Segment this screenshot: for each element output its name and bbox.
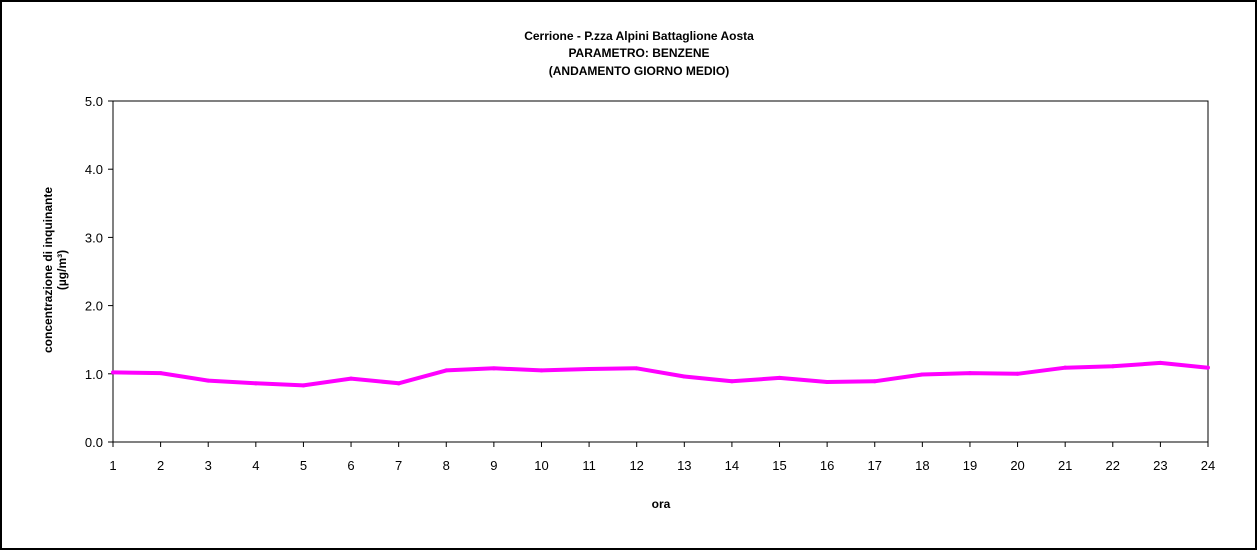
- y-tick-label: 5.0: [85, 94, 103, 109]
- data-point: [967, 371, 972, 376]
- x-tick-label: 14: [725, 458, 739, 473]
- x-tick-label: 1: [109, 458, 116, 473]
- x-tick-label: 4: [252, 458, 259, 473]
- chart-title-line-2: PARAMETRO: BENZENE: [568, 46, 709, 60]
- x-tick-label: 24: [1201, 458, 1215, 473]
- data-point: [158, 371, 163, 376]
- y-axis-title-line-2: (µg/m³): [55, 250, 69, 290]
- data-point: [634, 366, 639, 371]
- x-axis-title: ora: [652, 497, 671, 511]
- x-tick-label: 5: [300, 458, 307, 473]
- x-tick-label: 6: [347, 458, 354, 473]
- x-tick-label: 11: [582, 458, 596, 473]
- y-tick-label: 1.0: [85, 367, 103, 382]
- data-point: [396, 381, 401, 386]
- data-point: [1206, 365, 1210, 370]
- x-tick-label: 23: [1153, 458, 1167, 473]
- y-tick-label: 3.0: [85, 230, 103, 245]
- data-point: [444, 368, 449, 373]
- y-axis-title-line-1: concentrazione di inquinante: [41, 187, 55, 353]
- x-tick-label: 8: [443, 458, 450, 473]
- y-tick-label: 0.0: [85, 435, 103, 450]
- chart-title-line-1: Cerrione - P.zza Alpini Battaglione Aost…: [524, 29, 754, 43]
- data-point: [301, 383, 306, 388]
- y-tick-label: 2.0: [85, 299, 103, 314]
- data-point: [729, 379, 734, 384]
- x-tick-label: 19: [963, 458, 977, 473]
- data-point: [1063, 365, 1068, 370]
- x-tick-label: 12: [629, 458, 643, 473]
- x-tick-label: 18: [915, 458, 929, 473]
- data-point: [1015, 371, 1020, 376]
- x-tick-label: 3: [205, 458, 212, 473]
- x-tick-label: 22: [1106, 458, 1120, 473]
- x-tick-label: 10: [534, 458, 548, 473]
- series-line: [112, 360, 1209, 388]
- plot-layer: 0.01.02.03.04.05.01 2 3 4 5 6 7 8 9 10 11 12 13 14 15 1…: [85, 94, 1215, 473]
- x-tick-label: 21: [1058, 458, 1072, 473]
- x-tick-label: 2: [157, 458, 164, 473]
- data-point: [539, 368, 544, 373]
- data-point: [253, 381, 258, 386]
- x-tick-label: 15: [772, 458, 786, 473]
- data-point: [1158, 360, 1163, 365]
- data-point: [587, 367, 592, 372]
- data-point: [206, 378, 211, 383]
- data-point: [491, 366, 496, 371]
- data-point: [920, 372, 925, 377]
- x-tick-label: 7: [395, 458, 402, 473]
- x-tick-label: 9: [490, 458, 497, 473]
- y-tick-label: 4.0: [85, 162, 103, 177]
- data-point: [111, 370, 115, 375]
- data-point: [349, 376, 354, 381]
- chart-title-line-3: (ANDAMENTO GIORNO MEDIO): [549, 64, 729, 78]
- x-tick-label: 20: [1010, 458, 1024, 473]
- data-point: [825, 379, 830, 384]
- data-point: [777, 375, 782, 380]
- x-tick-label: 13: [677, 458, 691, 473]
- data-point: [1110, 364, 1115, 369]
- data-point: [872, 379, 877, 384]
- x-tick-label: 16: [820, 458, 834, 473]
- plot-area: [112, 100, 1209, 443]
- x-tick-label: 17: [868, 458, 882, 473]
- data-point: [682, 374, 687, 379]
- y-axis-title: concentrazione di inquinante (µg/m³): [41, 187, 69, 353]
